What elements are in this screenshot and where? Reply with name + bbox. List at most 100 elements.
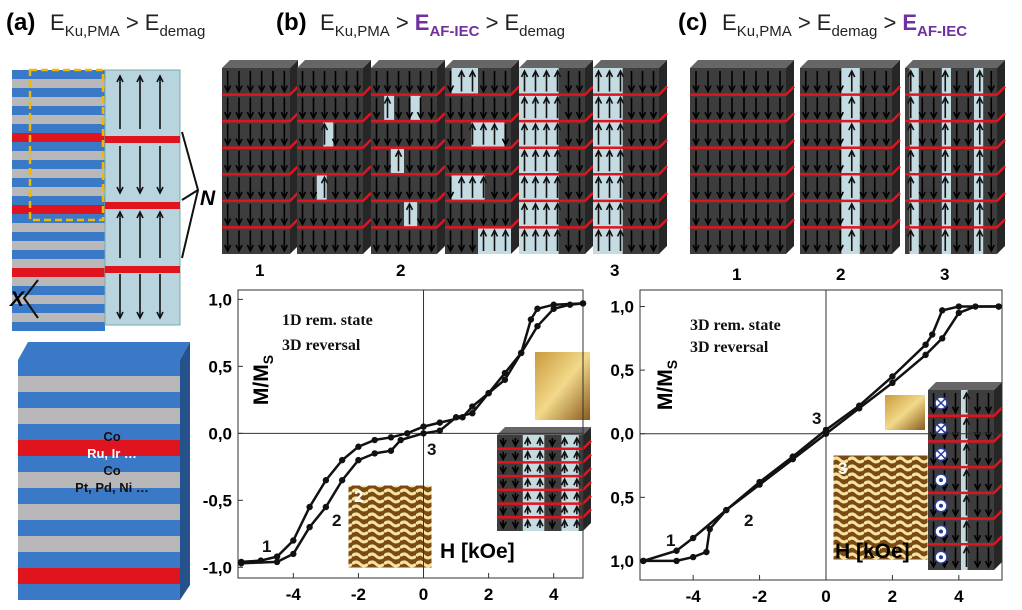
cube-top	[445, 60, 519, 68]
arrow-head	[416, 111, 425, 120]
arrow-head	[962, 468, 971, 477]
arrow-head	[136, 186, 144, 195]
data-point	[640, 557, 647, 565]
reversed-domain	[561, 489, 579, 504]
data-point	[855, 402, 863, 409]
reversed-domain	[941, 227, 951, 254]
arrow-head	[394, 218, 403, 227]
reversed-domain	[974, 68, 984, 95]
arrow-head	[269, 164, 277, 174]
data-point	[371, 450, 378, 457]
arrow-head	[553, 202, 562, 211]
arrow-head	[156, 74, 164, 83]
afm-inset	[535, 352, 590, 420]
arrow-head	[542, 228, 551, 237]
arrow-head	[941, 148, 949, 158]
spacer-layer	[905, 85, 1006, 96]
data-point	[706, 525, 713, 533]
spacer-layer	[519, 218, 594, 229]
reversed-domain	[909, 147, 919, 175]
arrow-head	[692, 218, 700, 227]
annotation: 3	[427, 440, 436, 459]
arrow-head	[156, 186, 164, 195]
arrow-head	[649, 191, 658, 200]
arrow-head	[848, 69, 856, 78]
arrow-head	[383, 95, 392, 104]
spacer-layer	[928, 535, 1003, 546]
arrow-head	[511, 453, 520, 462]
arrow-head	[531, 148, 540, 158]
arrow-head	[716, 218, 724, 227]
arrow-head	[531, 95, 540, 104]
arrow-head	[427, 191, 436, 200]
arrow-head	[573, 463, 581, 472]
arrow-head	[627, 138, 636, 147]
arrow-head	[446, 138, 455, 147]
arrow-head	[605, 95, 614, 104]
arrow-head	[964, 138, 972, 147]
arrow-head	[575, 164, 584, 174]
arrow-head	[813, 218, 821, 227]
reversed-domain	[909, 227, 919, 254]
data-point	[420, 430, 427, 437]
bracket	[22, 279, 39, 319]
arrow-head	[575, 218, 584, 227]
reversed-domain	[451, 68, 478, 95]
data-point	[689, 553, 697, 561]
arrow-head	[987, 218, 995, 227]
arrow-head	[309, 85, 318, 94]
arrow-head	[320, 218, 329, 227]
arrow-head	[836, 111, 844, 120]
arrow-head	[627, 85, 636, 94]
arrow-head	[848, 148, 856, 158]
spacer-layer	[222, 218, 299, 229]
afm-inset	[347, 484, 433, 569]
reversed-domain	[561, 462, 579, 477]
data-point	[929, 331, 936, 338]
layer	[12, 241, 105, 250]
arrow-head	[962, 391, 971, 400]
arrow-head	[764, 218, 772, 227]
arrow-head	[752, 85, 760, 94]
reversed-domain	[410, 94, 421, 122]
arrow-head	[802, 138, 810, 147]
arrow-head	[740, 111, 748, 120]
arrow-head	[859, 191, 867, 200]
term-subscript: AF-IEC	[429, 23, 479, 40]
arrow-head	[511, 466, 520, 475]
arrow-head	[964, 111, 972, 120]
annotation: 3	[812, 409, 821, 428]
arrow-head	[246, 244, 255, 253]
arrow-head	[825, 191, 833, 200]
arrow-head	[941, 95, 949, 104]
arrow-head	[907, 95, 915, 104]
layer	[12, 232, 105, 241]
data-point	[995, 303, 1002, 310]
cube-side	[585, 60, 593, 254]
arrow-head	[280, 138, 289, 147]
cube-top	[905, 60, 1005, 68]
arrow-head	[987, 164, 995, 174]
arrow-head	[116, 210, 124, 219]
reversed-domain	[561, 476, 579, 490]
arrow-head	[953, 138, 961, 147]
cube-top	[297, 60, 371, 68]
arrow-head	[616, 122, 625, 131]
y-tick-label: 1,0	[208, 290, 232, 309]
annotation: 2	[744, 511, 753, 530]
arrow-head	[553, 228, 562, 237]
arrow-head	[542, 202, 551, 211]
layer	[12, 286, 105, 295]
reversed-domain	[961, 492, 968, 519]
arrow-head	[548, 480, 557, 489]
arrow-head	[973, 457, 982, 466]
arrow-head	[223, 164, 232, 174]
layer-label: Ru, Ir …	[87, 446, 137, 461]
layer	[12, 277, 105, 286]
annotation: 1	[666, 531, 675, 550]
arrow-head	[907, 175, 915, 184]
arrow-head	[813, 164, 821, 174]
data-point	[517, 349, 525, 357]
annotation: 1D rem. state	[282, 312, 373, 329]
arrow-head	[941, 122, 949, 131]
